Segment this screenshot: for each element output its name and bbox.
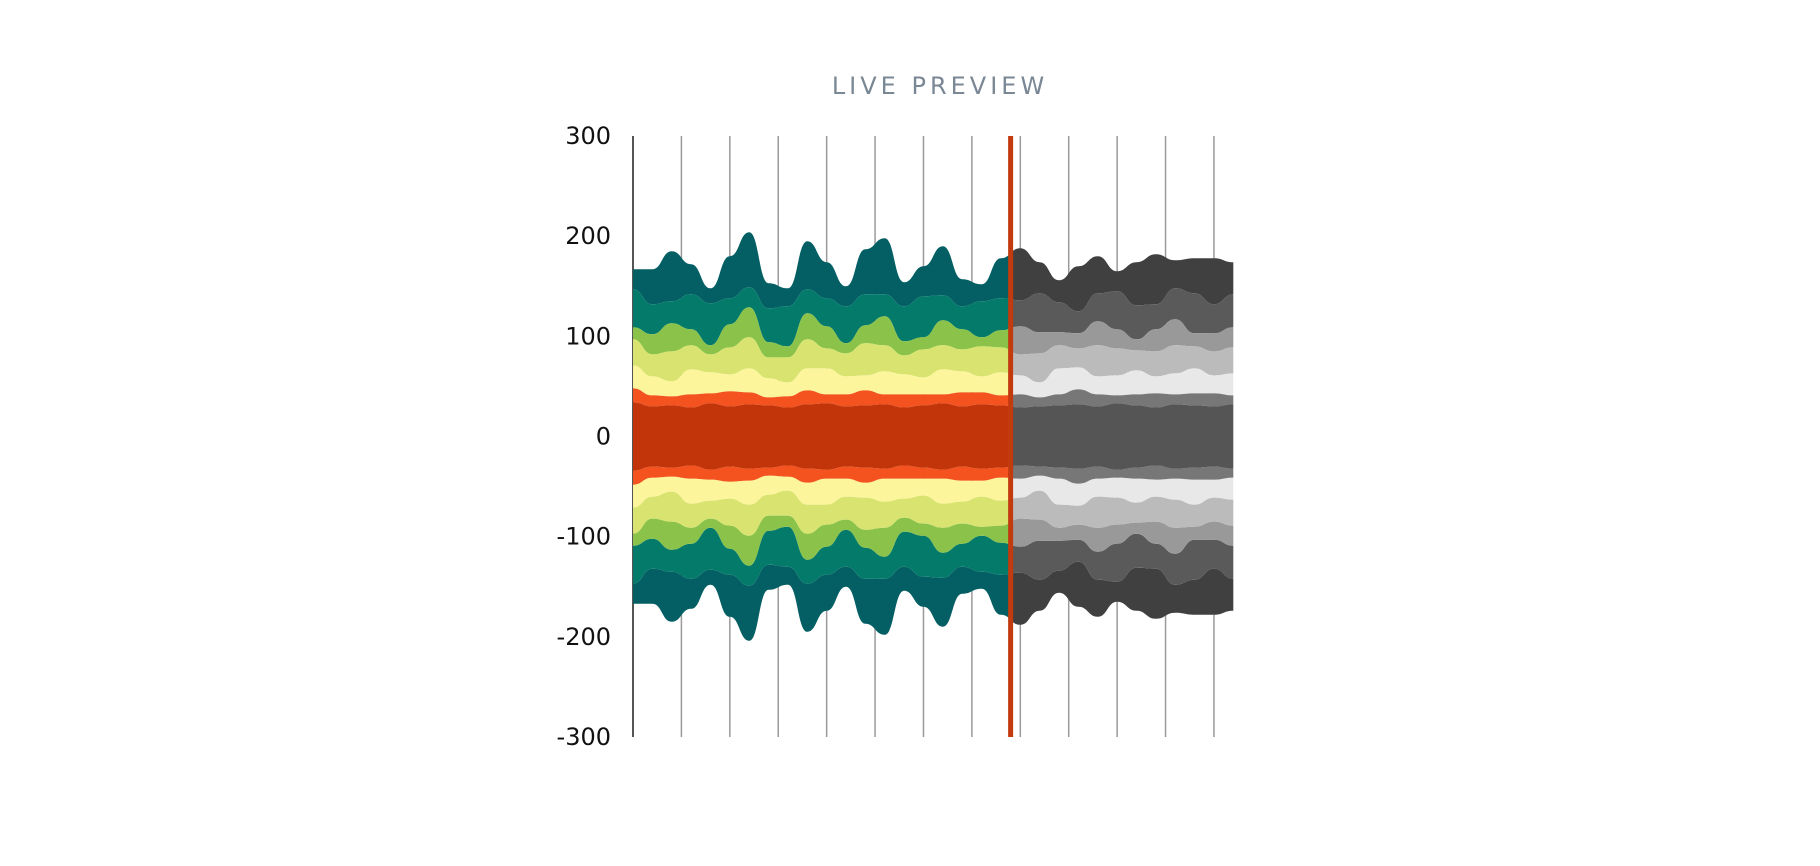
stream-layer-2-lower: [1010, 465, 1234, 484]
stream-layer-4-lower: [1010, 490, 1234, 528]
y-tick-label: 300: [565, 122, 611, 150]
stream-layer-4-upper: [633, 337, 1011, 383]
stream-layer-3-upper: [1010, 367, 1234, 398]
stream-layer-1-upper: [1010, 403, 1234, 437]
stream-layer-2-lower: [633, 465, 1011, 485]
stream-layer-7-upper: [633, 232, 1011, 309]
stream-layer-3-lower: [1010, 475, 1234, 506]
stream-layer-6-lower: [1010, 533, 1234, 585]
stream-layers-gray: [1010, 248, 1234, 625]
y-tick-label: 200: [565, 222, 611, 250]
y-tick-label: 0: [596, 423, 611, 451]
stream-layer-5-upper: [1010, 319, 1234, 355]
stream-layer-2-upper: [1010, 389, 1234, 408]
stream-layer-3-upper: [633, 365, 1011, 398]
stream-layer-6-upper: [1010, 288, 1234, 340]
y-tick-label: 100: [565, 322, 611, 350]
stream-layer-4-upper: [1010, 345, 1234, 383]
stream-layer-7-lower: [1010, 561, 1234, 625]
stream-layer-5-lower: [1010, 518, 1234, 554]
y-axis: 300 200 100 0 -100 -200 -300: [557, 122, 611, 751]
stream-layer-7-upper: [1010, 248, 1234, 312]
stream-layer-2-upper: [633, 388, 1011, 408]
stream-layer-5-lower: [633, 515, 1011, 566]
y-tick-label: -100: [557, 523, 611, 551]
stream-layer-6-lower: [633, 526, 1011, 586]
stream-layer-4-lower: [633, 490, 1011, 536]
stream-layer-1-lower: [633, 436, 1011, 471]
chart-title: LIVE PREVIEW: [831, 72, 1049, 100]
stream-layer-6-upper: [633, 287, 1011, 347]
y-tick-label: -200: [557, 623, 611, 651]
stream-layer-5-upper: [633, 307, 1011, 358]
stream-layer-7-lower: [633, 564, 1011, 641]
stream-layer-3-lower: [633, 475, 1011, 508]
stream-layer-1-upper: [633, 402, 1011, 437]
stream-layers-color: [633, 232, 1011, 641]
y-tick-label: -300: [557, 723, 611, 751]
stream-layer-1-lower: [1010, 436, 1234, 470]
